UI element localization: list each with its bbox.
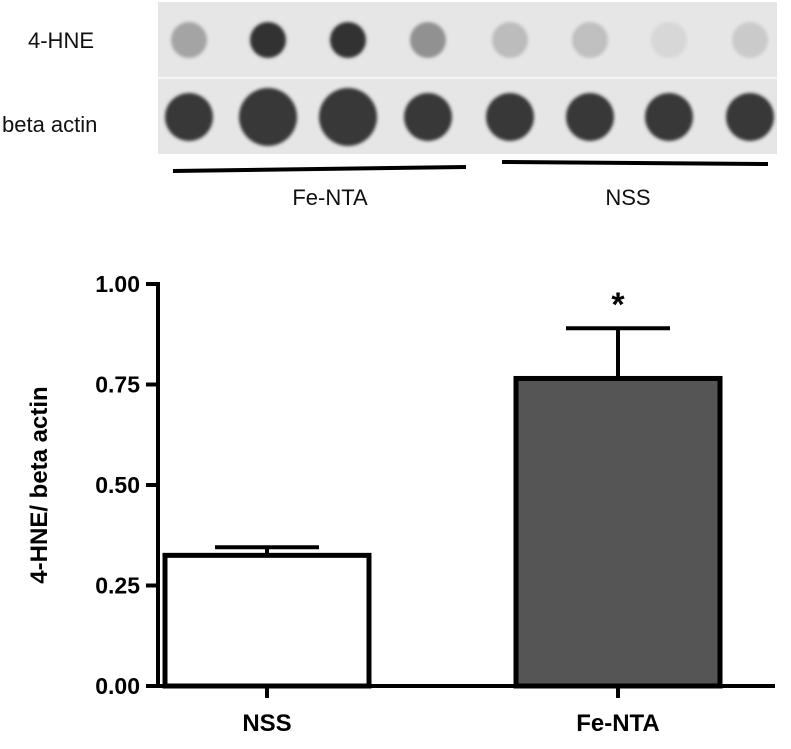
blot-spot bbox=[171, 22, 207, 58]
blot-spot bbox=[651, 22, 687, 58]
bar-fe-nta bbox=[513, 375, 723, 689]
dot-blot: 4-HNE beta actin Fe-NTA NSS bbox=[2, 2, 777, 210]
bar-nss bbox=[162, 552, 372, 689]
blot-spot bbox=[404, 93, 452, 141]
blot-spot bbox=[645, 93, 693, 141]
blot-spot bbox=[566, 93, 614, 141]
x-tick-label: Fe-NTA bbox=[576, 710, 660, 737]
blot-row-label-4hne: 4-HNE bbox=[28, 28, 94, 53]
blot-spot bbox=[165, 93, 213, 141]
group-bar-fe-nta bbox=[172, 165, 467, 173]
y-axis-title: 4-HNE/ beta actin bbox=[26, 386, 53, 583]
group-label-fe-nta: Fe-NTA bbox=[292, 185, 368, 210]
dot-blot-panel: 4-HNE beta actin Fe-NTA NSS bbox=[0, 0, 791, 230]
group-bar-nss bbox=[501, 160, 769, 166]
significance-marker: * bbox=[611, 286, 625, 324]
blot-spot bbox=[572, 22, 608, 58]
y-tick-label: 0.50 bbox=[95, 472, 140, 498]
y-tick-label: 0.00 bbox=[95, 673, 140, 699]
group-label-nss: NSS bbox=[605, 185, 650, 210]
x-tick-label: NSS bbox=[242, 710, 291, 737]
blot-spot bbox=[732, 22, 768, 58]
bar-chart-panel: * 0.00 0.25 0.50 0.75 1.00 NSS Fe-NTA 4-HNE/ b… bbox=[0, 230, 791, 744]
blot-spot bbox=[486, 93, 534, 141]
blot-spot bbox=[726, 93, 774, 141]
y-tick-label: 0.25 bbox=[95, 573, 140, 599]
blot-row-label-beta-actin: beta actin bbox=[2, 112, 97, 137]
bar-chart: * 0.00 0.25 0.50 0.75 1.00 NSS Fe-NTA 4-HNE/ b… bbox=[26, 271, 775, 737]
y-tick-label: 0.75 bbox=[95, 372, 140, 398]
blot-spot bbox=[239, 88, 297, 146]
blot-spot bbox=[330, 22, 366, 58]
blot-spot bbox=[319, 88, 377, 146]
y-tick-label: 1.00 bbox=[95, 271, 140, 297]
blot-spot bbox=[492, 22, 528, 58]
blot-spot bbox=[250, 22, 286, 58]
blot-spot bbox=[410, 22, 446, 58]
